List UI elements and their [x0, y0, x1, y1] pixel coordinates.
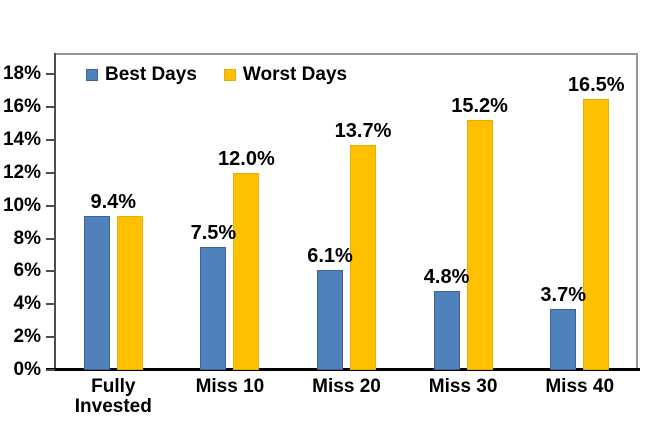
legend: Best Days Worst Days — [86, 63, 347, 87]
y-axis-tick-label: 12% — [2, 161, 41, 183]
bar-worst-days-4 — [583, 98, 610, 370]
y-axis-tick-label: 2% — [13, 326, 41, 348]
y-tick-mark — [46, 369, 55, 371]
y-tick-mark — [46, 336, 55, 339]
value-label: 13.7% — [334, 119, 392, 142]
bar-worst-days-0 — [116, 215, 143, 370]
y-tick-mark — [46, 139, 55, 142]
category-label: Miss 10 — [195, 376, 265, 397]
legend-swatch-best-days — [86, 69, 98, 81]
bar-best-days-1 — [200, 246, 227, 370]
legend-item-best-days: Best Days — [86, 63, 197, 87]
y-axis-tick-label: 6% — [13, 260, 41, 282]
bar-best-days-2 — [317, 269, 343, 370]
category-label: Miss 40 — [545, 376, 615, 397]
value-label: 6.1% — [307, 244, 353, 267]
y-axis-tick-label: 14% — [2, 129, 41, 151]
y-axis-tick-label: 8% — [13, 227, 41, 249]
y-tick-mark — [46, 204, 55, 207]
plot-border-top — [54, 53, 638, 55]
category-label: Miss 20 — [312, 376, 381, 397]
y-axis-tick-label: 18% — [2, 63, 41, 85]
bar-best-days-3 — [433, 291, 460, 370]
y-axis-line — [54, 53, 56, 370]
bar-worst-days-1 — [233, 172, 260, 370]
y-tick-mark — [46, 106, 55, 109]
bar-best-days-4 — [550, 309, 577, 370]
value-label: 3.7% — [540, 284, 586, 307]
y-tick-mark — [46, 303, 55, 306]
bar-best-days-0 — [83, 215, 110, 370]
y-tick-mark — [46, 237, 55, 240]
value-label: 7.5% — [190, 221, 237, 244]
y-tick-mark — [46, 171, 55, 174]
value-label: 4.8% — [423, 266, 470, 289]
category-label: Miss 30 — [428, 376, 498, 397]
plot-border-right — [636, 53, 638, 370]
value-label: 16.5% — [567, 73, 625, 96]
y-axis-tick-label: 4% — [13, 293, 41, 315]
legend-item-worst-days: Worst Days — [223, 63, 348, 87]
y-tick-mark — [46, 73, 55, 76]
y-axis-tick-label: 0% — [13, 359, 41, 380]
category-label: Fully Invested — [74, 376, 152, 417]
x-axis-line — [46, 368, 640, 371]
legend-swatch-worst-days — [223, 69, 236, 81]
y-axis-tick-label: 10% — [2, 194, 41, 216]
y-tick-mark — [46, 270, 55, 273]
legend-label-worst-days: Worst Days — [242, 64, 348, 85]
value-label: 9.4% — [90, 190, 137, 213]
bar-worst-days-2 — [350, 144, 376, 370]
value-label: 15.2% — [451, 95, 508, 118]
legend-label-best-days: Best Days — [105, 64, 197, 85]
value-label: 12.0% — [218, 147, 275, 170]
bar-worst-days-3 — [466, 120, 493, 370]
y-axis-tick-label: 16% — [2, 96, 41, 118]
